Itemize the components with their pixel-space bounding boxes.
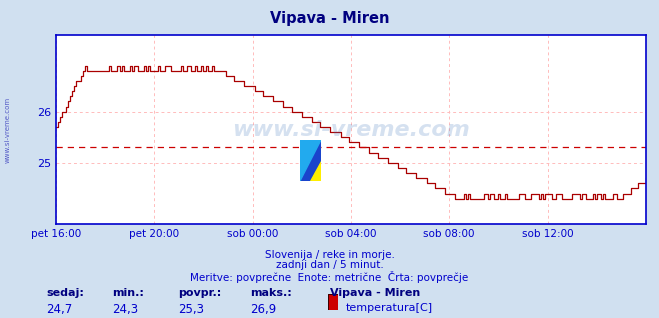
Text: Vipava - Miren: Vipava - Miren: [270, 11, 389, 26]
Text: povpr.:: povpr.:: [178, 288, 221, 298]
Text: www.si-vreme.com: www.si-vreme.com: [232, 120, 470, 140]
Text: Meritve: povprečne  Enote: metrične  Črta: povprečje: Meritve: povprečne Enote: metrične Črta:…: [190, 271, 469, 283]
Polygon shape: [300, 140, 321, 181]
Text: min.:: min.:: [112, 288, 144, 298]
Text: temperatura[C]: temperatura[C]: [346, 303, 433, 313]
Text: Vipava - Miren: Vipava - Miren: [330, 288, 420, 298]
Text: 25,3: 25,3: [178, 303, 204, 316]
Text: zadnji dan / 5 minut.: zadnji dan / 5 minut.: [275, 260, 384, 270]
Text: 24,7: 24,7: [46, 303, 72, 316]
Text: 26,9: 26,9: [250, 303, 277, 316]
Text: Slovenija / reke in morje.: Slovenija / reke in morje.: [264, 250, 395, 259]
Polygon shape: [310, 161, 321, 181]
Text: www.si-vreme.com: www.si-vreme.com: [5, 97, 11, 163]
Text: maks.:: maks.:: [250, 288, 292, 298]
Polygon shape: [300, 140, 321, 181]
Text: 24,3: 24,3: [112, 303, 138, 316]
Text: sedaj:: sedaj:: [46, 288, 84, 298]
